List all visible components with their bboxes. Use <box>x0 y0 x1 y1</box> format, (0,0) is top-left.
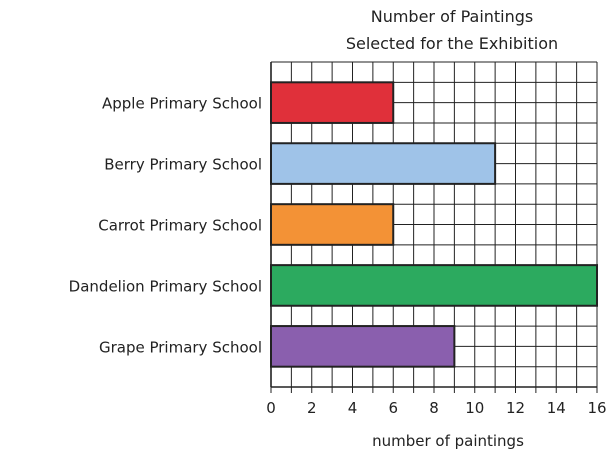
x-tick-labels: 0 2 4 6 8 10 12 14 16 <box>266 399 606 417</box>
category-label: Grape Primary School <box>99 338 262 356</box>
x-tick-label: 4 <box>348 399 358 417</box>
bar-apple <box>270 81 395 124</box>
x-tick-label: 10 <box>465 399 484 417</box>
bar-dandelion <box>270 264 598 307</box>
x-tick-label: 16 <box>587 399 606 417</box>
x-tick-label: 14 <box>547 399 566 417</box>
bar-grape <box>270 325 456 368</box>
category-label: Dandelion Primary School <box>69 277 262 295</box>
category-labels: Apple Primary School Berry Primary School… <box>69 95 262 357</box>
category-label: Carrot Primary School <box>98 217 262 235</box>
x-axis-label: number of paintings <box>372 432 524 450</box>
x-tick-label: 0 <box>266 399 276 417</box>
category-label: Apple Primary School <box>102 95 262 113</box>
category-label: Berry Primary School <box>104 156 262 174</box>
bar-berry <box>270 142 497 185</box>
chart-title-line-2: Selected for the Exhibition <box>346 34 558 53</box>
bar-carrot <box>270 203 395 246</box>
x-tick-label: 8 <box>429 399 439 417</box>
bars <box>270 81 598 368</box>
chart-title-line-1: Number of Paintings <box>371 7 534 26</box>
x-tick-label: 2 <box>307 399 317 417</box>
x-tick-label: 12 <box>506 399 525 417</box>
x-tick-label: 6 <box>388 399 398 417</box>
